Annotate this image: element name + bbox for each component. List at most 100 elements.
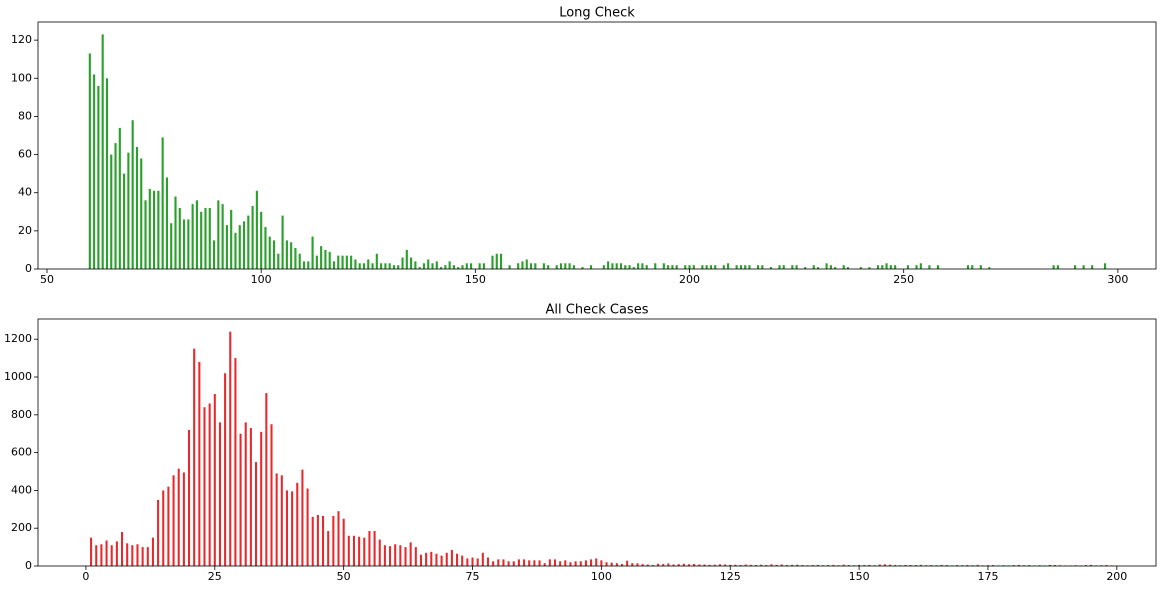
bar [414,261,417,269]
bar [476,558,479,566]
bar [610,562,613,566]
bar [976,564,979,566]
bar [281,215,284,269]
x-tick-label: 50 [337,570,351,583]
bar [170,223,173,269]
bar [322,515,325,566]
bar [701,265,704,269]
bar [260,431,263,566]
bar [626,560,629,566]
bar [404,547,407,566]
bar [425,552,428,566]
bar [272,240,276,269]
y-tick-label: 1200 [4,332,32,345]
bar [791,564,794,566]
bar [191,204,194,269]
bar [992,565,995,566]
bar [547,265,550,269]
bar [589,265,593,269]
x-tick-label: 50 [40,273,54,286]
bar [966,265,970,269]
bar [456,553,459,566]
bar [517,559,520,566]
bar [239,433,242,566]
bar [341,255,344,269]
bar [224,373,227,566]
bar [714,265,717,269]
bar [234,358,237,566]
bar [431,263,434,269]
bar [203,407,206,566]
bar [337,511,340,566]
bar [508,265,511,269]
bar [528,560,531,566]
bar [198,361,201,566]
bar [517,263,520,269]
bar [842,265,845,269]
chart-title: Long Check [559,6,635,21]
bar [136,544,139,566]
bar [324,249,327,269]
bar [858,564,861,566]
bar [461,265,464,269]
bar [915,265,918,269]
y-tick-label: 80 [18,109,32,122]
y-tick-label: 600 [11,446,32,459]
bar [148,188,151,269]
bar [229,331,232,566]
bar [713,564,716,566]
bar [375,253,378,269]
bar [888,564,892,566]
bar [383,545,386,566]
bar [105,78,109,269]
bar [894,265,897,269]
bar [118,127,121,269]
y-tick-label: 400 [11,483,32,496]
bar [419,554,423,566]
bar [564,263,567,269]
bar [542,263,545,269]
bar [397,265,400,269]
bar [559,561,562,566]
bar [328,251,331,269]
bar [791,265,794,269]
bar [572,265,575,269]
bar [93,74,96,269]
bar [945,565,948,566]
bar [450,549,453,566]
bar [1091,265,1094,269]
bar [811,565,814,566]
bar [230,209,233,269]
y-tick-label: 800 [11,408,32,421]
bar [1052,265,1055,269]
bar [641,564,644,566]
bar [101,34,104,270]
bar [401,257,404,269]
bar [316,514,319,566]
bar [187,429,191,566]
bar [427,259,430,269]
bar [832,564,835,566]
bar [651,565,654,566]
bar [569,562,572,566]
bar [435,261,438,269]
bar [352,535,355,566]
bar [703,564,706,566]
bar [157,499,160,566]
bar [264,227,267,269]
bar [1017,564,1020,566]
x-tick-label: 175 [977,570,998,583]
bar [280,475,283,566]
bar [502,559,505,566]
bar [988,267,991,269]
bar [123,173,126,269]
bar [204,207,207,269]
bar [919,263,922,269]
bar [619,263,623,269]
bar [174,196,177,269]
bar [389,546,392,566]
bar [466,558,469,566]
bar [646,564,649,566]
bar [384,263,387,269]
bar [244,422,247,566]
